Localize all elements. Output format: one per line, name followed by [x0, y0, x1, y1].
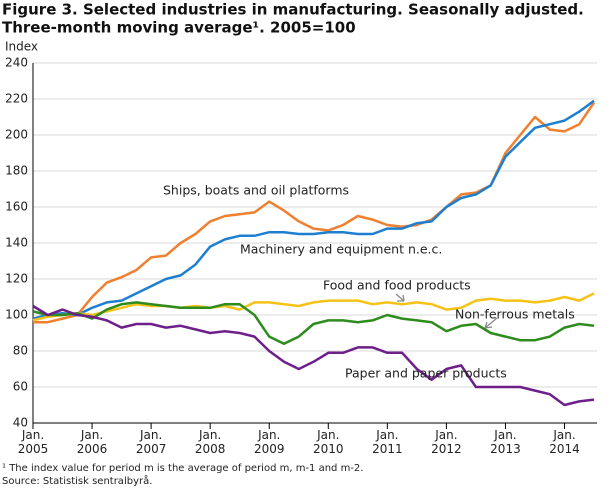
x-tick-label: Jan. 2007: [136, 428, 167, 456]
series-line: [32, 99, 595, 320]
series-label: Machinery and equipment n.e.c.: [240, 242, 442, 257]
series-line: [33, 101, 596, 324]
x-tick-label: Jan. 2005: [18, 428, 49, 456]
y-tick-label: 100: [5, 308, 28, 322]
y-tick-label: 180: [5, 164, 28, 178]
x-tick-label: Jan. 2014: [549, 428, 580, 456]
series-label: Food and food products: [323, 278, 471, 293]
y-tick-label: 160: [5, 200, 28, 214]
x-tick-label: Jan. 2010: [313, 428, 344, 456]
x-tick-label: Jan. 2013: [490, 428, 521, 456]
y-tick-label: 240: [5, 56, 28, 70]
series-line: [32, 292, 595, 322]
series-label: Ships, boats and oil platforms: [163, 183, 349, 198]
series-line: [32, 304, 595, 407]
x-tick-label: Jan. 2006: [77, 428, 108, 456]
series-label: Non-ferrous metals: [455, 307, 575, 322]
chart-subtitle: Three-month moving average¹. 2005=100: [2, 19, 356, 37]
source: Source: Statistisk sentralbyrå.: [2, 474, 152, 487]
x-tick-label: Jan. 2008: [195, 428, 226, 456]
y-tick-label: 200: [5, 128, 28, 142]
y-tick-label: 120: [5, 272, 28, 286]
series-line: [32, 301, 595, 346]
x-tick-label: Jan. 2009: [254, 428, 285, 456]
y-tick-label: 60: [13, 380, 28, 394]
x-tick-label: Jan. 2011: [372, 428, 403, 456]
chart-title: Figure 3. Selected industries in manufac…: [2, 1, 584, 19]
x-tick-label: Jan. 2012: [431, 428, 462, 456]
series-label: Paper and paper products: [345, 366, 507, 381]
footnote: ¹ The index value for period m is the av…: [2, 463, 363, 474]
annotation-arrow: [395, 293, 405, 302]
y-tick-label: 140: [5, 236, 28, 250]
annotation-arrow: [484, 317, 498, 329]
y-tick-label: 40: [13, 416, 28, 430]
y-axis-label: Index: [5, 40, 38, 54]
y-tick-label: 220: [5, 92, 28, 106]
y-tick-label: 80: [13, 344, 28, 358]
